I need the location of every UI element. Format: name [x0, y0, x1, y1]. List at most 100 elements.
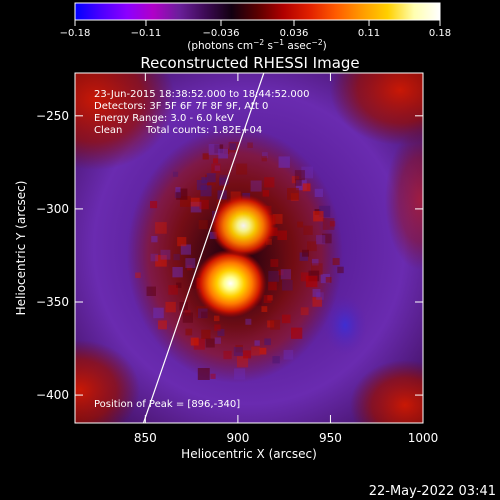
- colorbar: −0.18 −0.11 −0.036 0.036 0.11 0.18 (photons c…: [60, 2, 451, 52]
- speckle-cell: [205, 338, 215, 348]
- speckle-cell: [270, 319, 281, 330]
- annotation-clean: Clean: [94, 125, 122, 136]
- speckle-cell: [262, 190, 270, 197]
- speckle-cell: [198, 220, 208, 230]
- colorbar-tick-label: 0.036: [280, 28, 309, 39]
- speckle-cell: [250, 180, 262, 192]
- speckle-cell: [267, 320, 275, 328]
- speckle-cell: [193, 338, 205, 350]
- colorbar-gradient: [74, 2, 441, 21]
- colorbar-tick-label: −0.036: [202, 28, 239, 39]
- speckle-cell: [236, 163, 248, 175]
- annotations: 23-Jun-2015 18:38:52.000 to 18:44:52.000…: [94, 89, 310, 410]
- speckle-cell: [303, 225, 313, 235]
- speckle-cell: [302, 183, 311, 192]
- colorbar-unit: (photons cm−2 s−1 asec−2): [187, 38, 326, 52]
- speckle-cell: [268, 270, 280, 282]
- speckle-cell: [190, 201, 202, 213]
- speckle-cell: [322, 233, 332, 244]
- speckle-cell: [186, 264, 193, 271]
- footer-timestamp: 22-May-2022 03:41: [369, 484, 496, 499]
- speckle-cell: [177, 237, 187, 247]
- speckle-cell: [254, 340, 260, 346]
- annotation-detectors: Detectors: 3F 5F 6F 7F 8F 9F, Att 0: [94, 101, 268, 112]
- x-tick-label: 900: [226, 431, 249, 445]
- speckle-cell: [264, 177, 275, 188]
- speckle-cell: [307, 241, 317, 252]
- speckle-cell: [153, 307, 164, 319]
- speckle-cell: [281, 314, 291, 324]
- speckle-cell: [172, 171, 179, 177]
- speckle-cell: [312, 289, 321, 297]
- speckle-cell: [201, 177, 208, 184]
- colorbar-ticks: −0.18 −0.11 −0.036 0.036 0.11 0.18: [60, 20, 451, 39]
- speckle-cell: [313, 211, 324, 222]
- speckle-cell: [233, 347, 243, 356]
- speckle-cell: [272, 356, 280, 364]
- speckle-cell: [197, 308, 208, 319]
- speckle-cell: [278, 269, 284, 276]
- speckle-cell: [201, 329, 211, 339]
- speckle-cell: [200, 185, 212, 197]
- speckle-cell: [316, 235, 326, 245]
- speckle-cell: [214, 337, 222, 344]
- speckle-cell: [219, 174, 229, 185]
- plot-frame: [74, 72, 424, 424]
- speckle-cell: [197, 368, 210, 380]
- outer-emission-right: [385, 130, 423, 270]
- speckle-cell: [201, 311, 208, 318]
- speckle-cell: [168, 285, 178, 295]
- speckle-cell: [213, 315, 220, 322]
- speckle-cell: [180, 196, 191, 207]
- speckle-cell: [270, 259, 279, 267]
- speckle-cell: [268, 281, 277, 291]
- speckle-cell: [190, 337, 199, 346]
- speckle-cell: [176, 188, 188, 200]
- speckle-cell: [155, 222, 167, 234]
- x-tick-label: 950: [319, 431, 342, 445]
- speckle-cell: [175, 187, 181, 193]
- speckle-cell: [272, 214, 283, 224]
- hxr-source: [194, 249, 267, 318]
- speckle-cell: [291, 176, 300, 184]
- speckle-cell: [280, 269, 292, 280]
- speckle-cell: [146, 286, 156, 296]
- outer-emission-top-right: [330, 73, 423, 145]
- speckle-cell: [135, 272, 141, 279]
- speckle-cell: [172, 266, 183, 278]
- x-axis: 850 900 950 1000: [134, 73, 438, 445]
- speckle-cell: [155, 255, 167, 267]
- speckle-cell: [259, 347, 267, 355]
- speckle-cell: [277, 230, 287, 241]
- speckle-cell: [297, 221, 304, 228]
- colorbar-tick-label: 0.18: [429, 28, 451, 39]
- speckle-cell: [295, 179, 302, 186]
- speckle-cell: [337, 266, 344, 274]
- speckle-cell: [182, 312, 193, 323]
- y-axis: −250 −300 −350 −400: [36, 109, 423, 402]
- y-tick-label: −250: [36, 109, 69, 123]
- speckle-cell: [305, 275, 318, 288]
- speckle-cell: [243, 350, 252, 359]
- speckle-cell: [251, 346, 261, 356]
- colorbar-tick-label: −0.11: [131, 28, 162, 39]
- speckle-cell: [180, 244, 192, 255]
- speckle-cell: [314, 188, 323, 198]
- speckle-cell: [283, 349, 294, 360]
- speckle-cell: [184, 309, 191, 316]
- speckle-cell: [185, 258, 196, 269]
- speckle-cell: [185, 328, 193, 336]
- speckle-cell: [202, 153, 209, 160]
- speckle-cell: [199, 199, 209, 210]
- annotation-time-range: 23-Jun-2015 18:38:52.000 to 18:44:52.000: [94, 89, 310, 100]
- speckle-cell: [278, 156, 290, 168]
- speckle-cell: [190, 197, 200, 207]
- sources: [194, 194, 277, 318]
- x-tick-label: 1000: [408, 431, 439, 445]
- speckle-cell: [320, 273, 330, 284]
- outer-emission-bottom-right: [350, 360, 423, 423]
- annotation-counts: Total counts: 1.82E+04: [145, 125, 262, 136]
- y-axis-label: Heliocentric Y (arcsec): [14, 181, 28, 316]
- outer-emission-bottom-left: [75, 340, 140, 423]
